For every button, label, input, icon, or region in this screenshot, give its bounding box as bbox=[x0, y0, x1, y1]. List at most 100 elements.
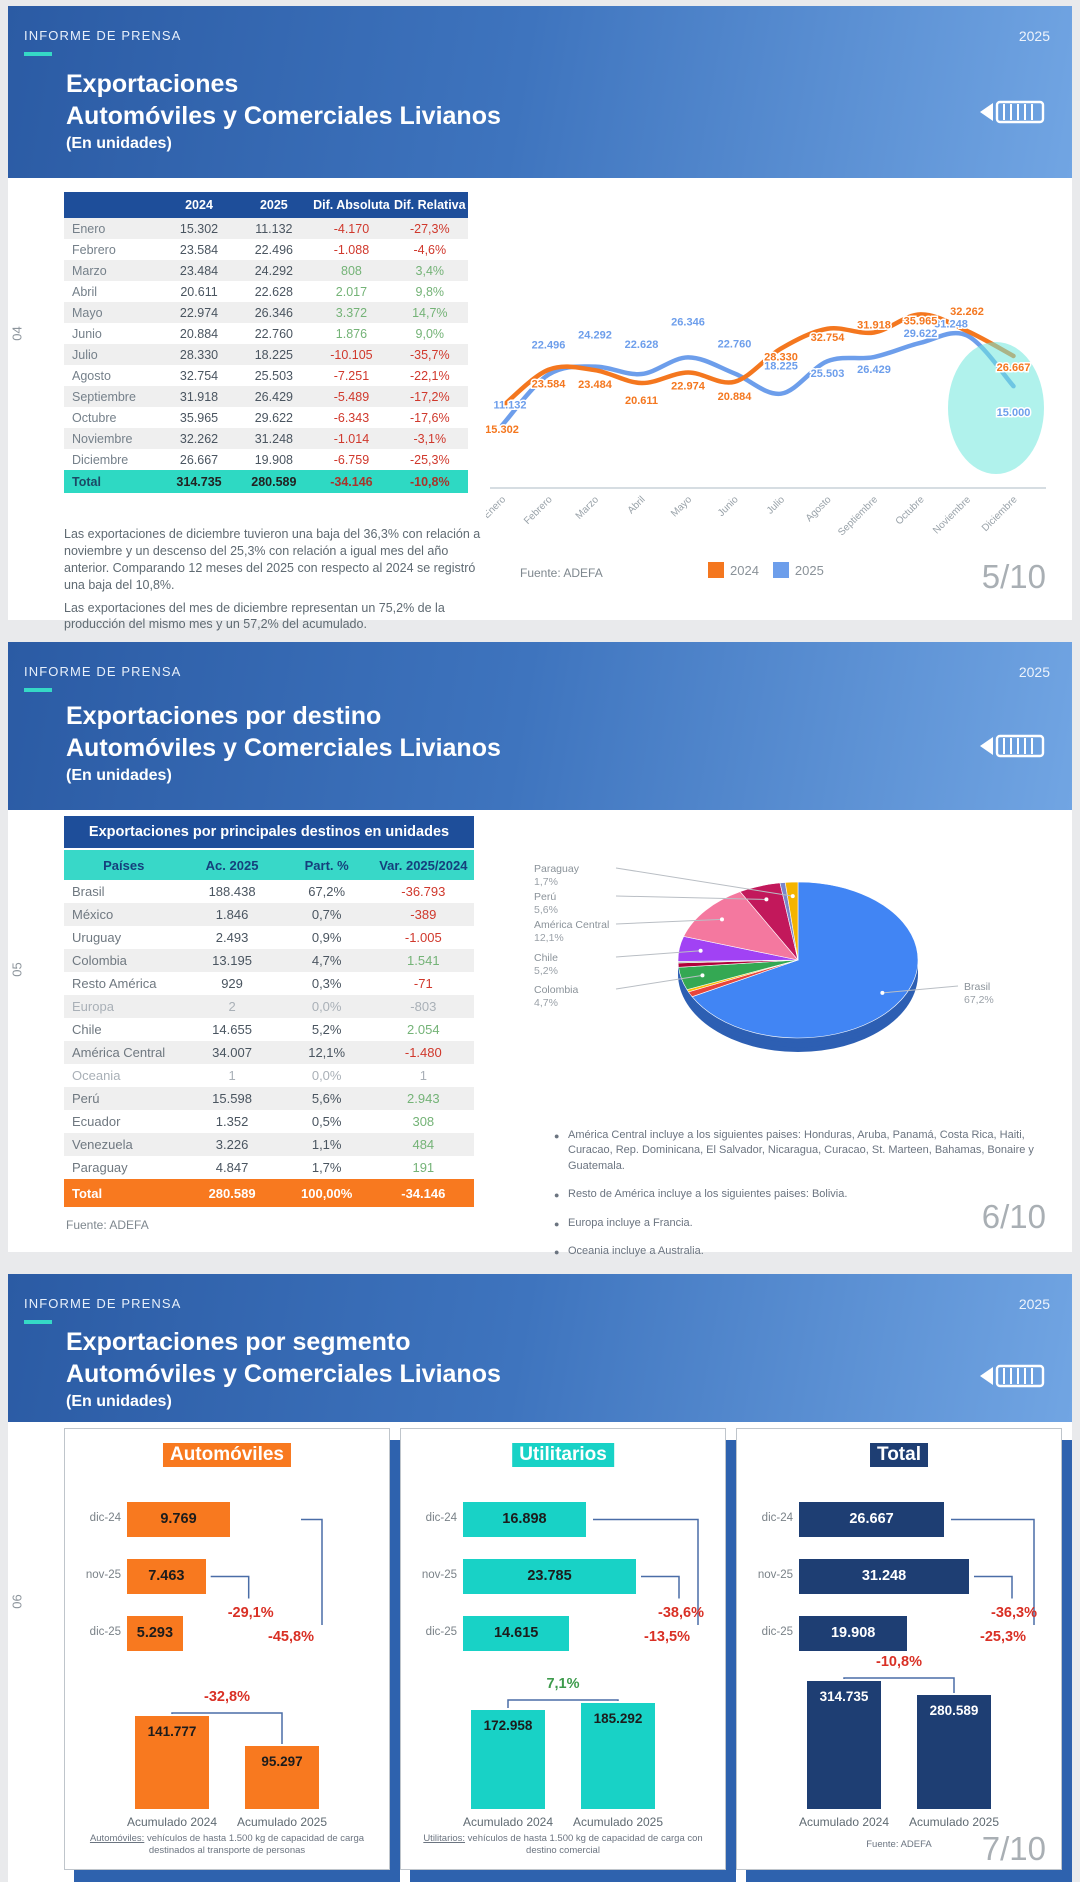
title-line3: (En unidades) bbox=[66, 767, 172, 784]
month-bar-value: 14.615 bbox=[493, 1625, 539, 1641]
column-header: Países bbox=[64, 850, 184, 880]
accumulated-bar bbox=[135, 1716, 209, 1809]
line-2024 bbox=[499, 312, 1016, 410]
data-label: 22.628 bbox=[625, 339, 659, 351]
legend-swatch bbox=[708, 562, 724, 578]
data-label: 29.622 bbox=[904, 328, 938, 340]
table-row: Paraguay 4.847 1,7% 191 bbox=[72, 1160, 435, 1175]
label-anchor-dot bbox=[719, 917, 724, 922]
pie-label-pct: 5,2% bbox=[534, 965, 558, 977]
margin-page-index: 04 bbox=[9, 326, 25, 341]
table-row: Febrero 23.584 22.496 -1.088 -4,6% bbox=[72, 242, 447, 257]
table-row: Mayo 22.974 26.346 3.372 14,7% bbox=[64, 302, 468, 323]
data-label: 15.000 bbox=[997, 407, 1031, 419]
accumulated-value: 314.735 bbox=[819, 1689, 869, 1704]
notes-list: ● América Central incluye a los siguiente… bbox=[554, 1128, 1034, 1272]
label-anchor-dot bbox=[700, 973, 705, 978]
pct-vs-year-ago: -13,5% bbox=[644, 1629, 690, 1645]
year-label: 2025 bbox=[1018, 664, 1050, 680]
month-bar-label: dic-24 bbox=[761, 1512, 793, 1524]
accumulated-axis-label: Acumulado 2025 bbox=[236, 1815, 328, 1829]
leader-line bbox=[882, 985, 959, 994]
accumulated-value: 172.958 bbox=[483, 1718, 533, 1733]
margin-page-index: 05 bbox=[9, 962, 25, 977]
month-bar-value: 9.769 bbox=[160, 1511, 197, 1527]
pie-label-name: Colombia bbox=[534, 984, 579, 996]
data-label: 24.292 bbox=[578, 330, 612, 342]
label-anchor-dot bbox=[880, 990, 885, 995]
column-header: Ac. 2025 bbox=[183, 850, 281, 880]
data-label: 25.503 bbox=[811, 368, 845, 380]
pct-accumulated: 7,1% bbox=[546, 1676, 580, 1692]
pie-label-name: Perú bbox=[534, 891, 556, 903]
table-row: Junio 20.884 22.760 1.876 9,0% bbox=[72, 326, 445, 341]
bracket-lines bbox=[171, 1518, 323, 1744]
bullet-icon: ● bbox=[554, 1218, 560, 1229]
note-text: Oceania incluye a Australia. bbox=[568, 1244, 704, 1257]
pie-slice-brasil bbox=[691, 881, 919, 1039]
data-label: 26.429 bbox=[857, 364, 891, 376]
accumulated-bar bbox=[471, 1710, 545, 1809]
pct-vs-previous-month: -36,3% bbox=[991, 1604, 1037, 1621]
pct-vs-previous-month: -38,6% bbox=[658, 1604, 704, 1621]
chart-legend: 2024 2025 bbox=[708, 562, 824, 578]
month-bar-value: 19.908 bbox=[830, 1625, 876, 1641]
column-header: 2024 bbox=[161, 192, 237, 218]
month-bar-label: nov-25 bbox=[85, 1569, 121, 1581]
table-row: Agosto 32.754 25.503 -7.251 -22,1% bbox=[72, 368, 450, 383]
month-bar bbox=[127, 1559, 206, 1594]
month-bar bbox=[799, 1559, 969, 1594]
table-row: Noviembre 32.262 31.248 -1.014 -3,1% bbox=[64, 428, 468, 449]
legend-label: 2025 bbox=[794, 562, 824, 578]
kicker: INFORME DE PRENSA bbox=[24, 1296, 182, 1311]
month-bar-label: nov-25 bbox=[757, 1569, 793, 1581]
note-text: América Central incluye a los siguientes… bbox=[568, 1129, 1034, 1172]
slide-title: Exportaciones Automóviles y Comerciales … bbox=[66, 68, 501, 153]
slide-exportaciones-segmento: INFORME DE PRENSA 2025 Exportaciones por… bbox=[8, 1274, 1072, 1882]
x-tick-label: Mayo bbox=[669, 494, 694, 519]
pie-label-pct: 67,2% bbox=[964, 994, 994, 1006]
legend-swatch bbox=[772, 562, 789, 578]
accumulated-value: 185.292 bbox=[593, 1711, 643, 1726]
panel-footnote: Automóviles: vehículos de hasta 1.500 kg… bbox=[89, 1833, 365, 1857]
paragraph-1: Las exportaciones de diciembre tuvieron … bbox=[64, 527, 481, 592]
data-label: 15.302 bbox=[486, 424, 519, 436]
table-total-row: Total 280.589 100,00% -34.146 bbox=[64, 1179, 474, 1207]
label-anchor-dot bbox=[698, 948, 703, 953]
kicker: INFORME DE PRENSA bbox=[24, 28, 182, 43]
data-label: 18.225 bbox=[764, 361, 798, 373]
month-bar-value: 23.785 bbox=[527, 1568, 572, 1584]
column-header: Dif. Absoluta bbox=[311, 192, 392, 218]
kicker: INFORME DE PRENSA bbox=[24, 664, 182, 679]
note-item: ● Resto de América incluye a los siguient… bbox=[554, 1187, 1034, 1202]
panel-title: Total bbox=[870, 1443, 928, 1467]
slide-header-band: INFORME DE PRENSA 2025 Exportaciones por… bbox=[8, 642, 1072, 810]
destinos-table-block: Exportaciones por principales destinos e… bbox=[64, 816, 474, 1207]
data-label: 32.262 bbox=[950, 306, 984, 318]
page-number: 7/10 bbox=[981, 1830, 1046, 1867]
title-line1: Exportaciones bbox=[66, 70, 239, 98]
table-row: Abril 20.611 22.628 2.017 9,8% bbox=[72, 284, 445, 299]
leader-line bbox=[615, 895, 767, 900]
data-label: 32.754 bbox=[811, 332, 846, 344]
table-row: Julio 28.330 18.225 -10.105 -35,7% bbox=[64, 344, 468, 365]
table-header: Países Ac. 2025 Part. % Var. 2025/2024 bbox=[64, 850, 474, 880]
month-bar bbox=[127, 1502, 230, 1537]
page-number: 6/10 bbox=[981, 1198, 1046, 1235]
destinos-table-title: Exportaciones por principales destinos e… bbox=[64, 816, 474, 848]
title-line2: Automóviles y Comerciales Livianos bbox=[66, 1360, 501, 1388]
container-truck-icon bbox=[980, 98, 1046, 131]
column-header: Dif. Relativa bbox=[391, 192, 468, 218]
column-header: Var. 2025/2024 bbox=[372, 850, 474, 880]
x-tick-label: Diciembre bbox=[980, 494, 1020, 534]
table-row: América Central 34.007 12,1% -1.480 bbox=[64, 1041, 474, 1064]
bullet-icon: ● bbox=[554, 1190, 560, 1201]
label-anchor-dot bbox=[764, 897, 769, 902]
accumulated-axis-label: Acumulado 2025 bbox=[572, 1815, 664, 1829]
accumulated-value: 280.589 bbox=[929, 1703, 979, 1718]
table-row: Enero 15.302 11.132 -4.170 -27,3% bbox=[64, 218, 468, 239]
segment-panel-automóviles: Automóviles dic-24 9.769 nov-25 7.463 dic-25 5… bbox=[64, 1428, 390, 1870]
table-row: Uruguay 2.493 0,9% -1.005 bbox=[72, 930, 442, 945]
accumulated-value: 95.297 bbox=[261, 1754, 303, 1769]
segment-panel-utilitarios: Utilitarios dic-24 16.898 nov-25 23.785 dic-2… bbox=[400, 1428, 726, 1870]
